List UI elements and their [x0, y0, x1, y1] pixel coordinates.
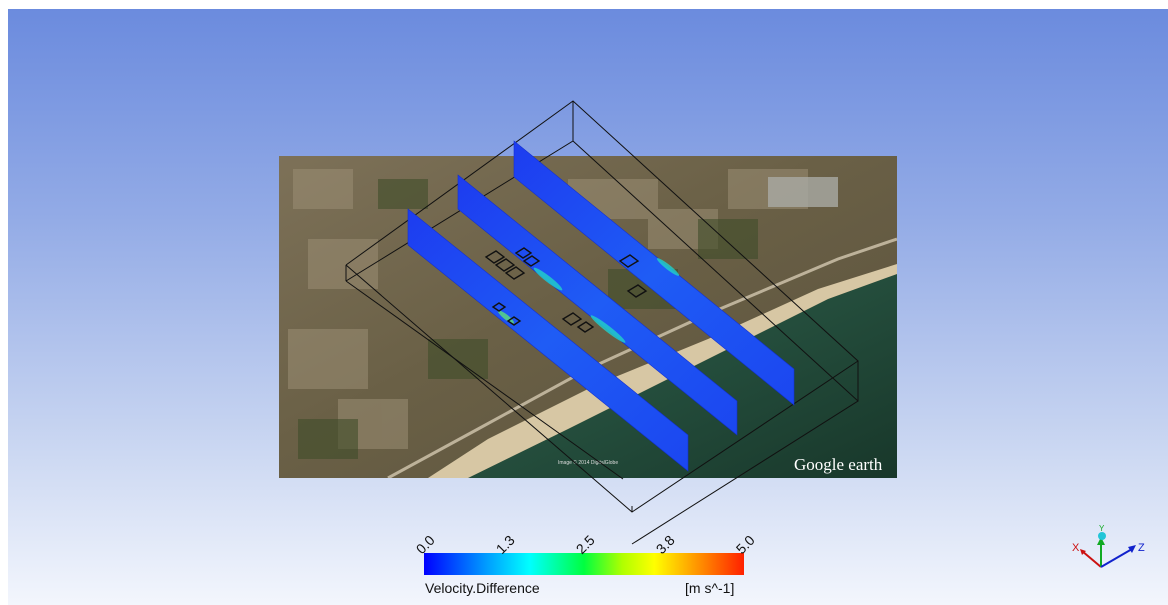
- axis-triad-icon: X Y Z: [1072, 524, 1145, 568]
- slice-plane-3: [513, 140, 795, 406]
- scene: Google earth Image © 2014 DigitalGlobe: [279, 100, 897, 575]
- slice-plane-2: [457, 174, 738, 436]
- legend-units: [m s^-1]: [685, 580, 735, 596]
- slice-plane-1: [407, 208, 689, 472]
- axis-x-label: X: [1072, 542, 1080, 554]
- building-outlines: [484, 247, 648, 333]
- velocity-planes: [407, 140, 795, 472]
- axis-y-label: Y: [1099, 524, 1105, 533]
- watermark-text: Google earth: [794, 455, 883, 474]
- domain-box: [345, 100, 859, 545]
- legend-variable-name: Velocity.Difference: [425, 580, 540, 596]
- attribution-text: Image © 2014 DigitalGlobe: [558, 459, 618, 466]
- viewport[interactable]: Google earth Image © 2014 DigitalGlobe: [8, 9, 1168, 605]
- legend-colorbar: [424, 553, 744, 575]
- axis-z-label: Z: [1138, 542, 1145, 554]
